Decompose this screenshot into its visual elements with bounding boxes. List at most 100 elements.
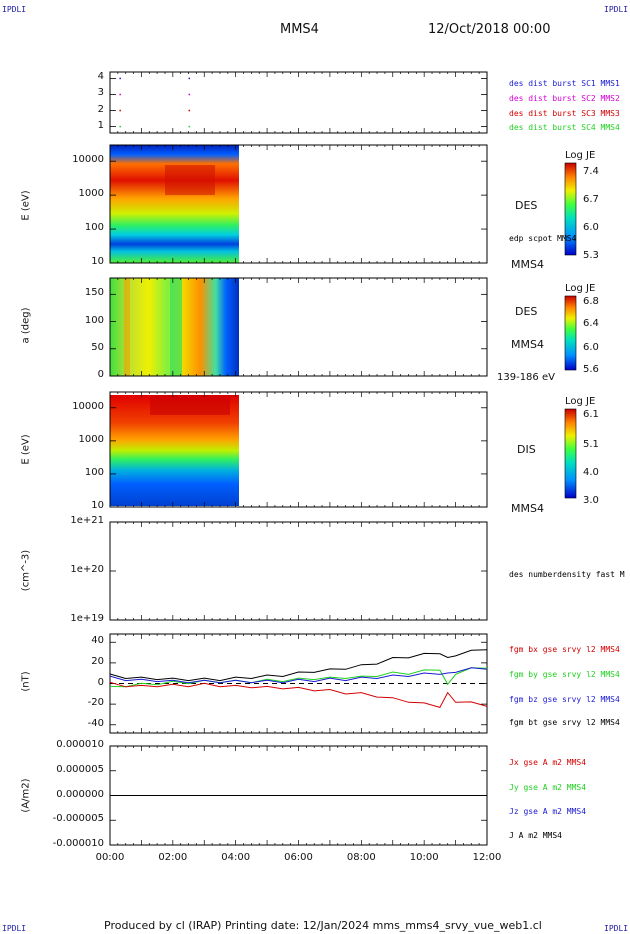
y-tick-label: 10000	[72, 154, 104, 166]
spacecraft-title: MMS4	[280, 22, 319, 37]
y-tick-label: 100	[84, 222, 104, 234]
burst-marker	[119, 125, 121, 128]
y-tick-label: 1	[97, 119, 104, 131]
y-tick-label: 1000	[78, 433, 104, 445]
overlay-label-scpot: edp scpot MMS4	[509, 234, 577, 243]
corner-label-top-right: IPDLI	[604, 5, 629, 14]
legend-burst-sc2: des dist burst SC2 MMS2	[509, 94, 620, 103]
ylabel-current: (A/m2)	[20, 778, 32, 813]
cbar-tick: 6.1	[583, 409, 599, 420]
x-tick-label: 10:00	[409, 852, 439, 863]
cbar-tick: 6.0	[583, 222, 599, 233]
ylabel-density: (cm^-3)	[20, 549, 32, 592]
y-tick-label: -0.000005	[52, 813, 104, 825]
legend-burst-sc4: des dist burst SC4 MMS4	[509, 123, 620, 132]
cbar-tick: 5.6	[583, 364, 599, 375]
bfield-series-line	[109, 681, 488, 708]
instrument-label-des: DES	[515, 199, 538, 212]
legend-bt: fgm bt gse srvy l2 MMS4	[509, 718, 620, 727]
x-tick-label: 08:00	[346, 852, 376, 863]
legend-bz: fgm bz gse srvy l2 MMS4	[509, 695, 620, 704]
y-tick-label: 0	[97, 676, 104, 688]
des-energy-hotspot	[165, 165, 215, 195]
legend-j: J A m2 MMS4	[509, 831, 562, 840]
legend-jz: Jz gse A m2 MMS4	[509, 807, 587, 816]
dis-energy-hotspot	[150, 395, 230, 415]
corner-label-bottom-left: IPDLI	[2, 924, 27, 933]
y-tick-label: 0.000000	[56, 788, 104, 800]
cbar-tick: 5.3	[583, 250, 599, 261]
x-tick-label: 06:00	[284, 852, 313, 863]
colorbar-des-energy	[564, 162, 577, 256]
legend-by: fgm by gse srvy l2 MMS4	[509, 670, 620, 679]
y-tick-label: 1e+21	[70, 515, 104, 526]
cbar-tick: 7.4	[583, 166, 599, 177]
y-tick-label: -40	[87, 717, 104, 729]
y-tick-label: 50	[91, 341, 104, 353]
y-tick-label: 10	[91, 500, 104, 511]
footer-credits: Produced by cl (IRAP) Printing date: 12/…	[104, 919, 542, 932]
y-tick-label: 0	[97, 369, 104, 380]
instrument-label-dis: DIS	[517, 443, 536, 456]
ylabel-bfield: (nT)	[20, 671, 32, 692]
legend-jy: Jy gse A m2 MMS4	[509, 783, 587, 792]
legend-bx: fgm bx gse srvy l2 MMS4	[509, 645, 620, 654]
legend-jx: Jx gse A m2 MMS4	[509, 758, 587, 767]
corner-label-bottom-right: IPDLI	[604, 924, 629, 933]
x-tick-label: 12:00	[472, 852, 502, 863]
burst-marker	[119, 109, 121, 112]
colorbar-des-pitch	[564, 295, 577, 371]
bfield-series-line	[109, 667, 488, 688]
burst-marker	[188, 77, 191, 80]
colorbar-title-des-pitch: Log JE	[565, 283, 596, 294]
burst-marker	[188, 109, 191, 112]
cbar-tick: 6.7	[583, 194, 599, 205]
burst-marker	[188, 125, 191, 128]
y-tick-label: 100	[84, 314, 104, 326]
cbar-tick: 6.0	[583, 342, 599, 353]
cbar-tick: 6.8	[583, 296, 599, 307]
y-tick-label: 10	[91, 256, 104, 267]
cbar-tick: 3.0	[583, 495, 599, 506]
y-tick-label: -0.000010	[52, 838, 104, 849]
y-tick-label: 2	[97, 103, 104, 115]
y-tick-label: 40	[91, 635, 104, 647]
y-tick-label: 3	[97, 87, 104, 99]
colorbar-title-des-energy: Log JE	[565, 150, 596, 161]
legend-density: des numberdensity fast M	[509, 570, 625, 579]
panel-frame	[109, 521, 488, 621]
colorbar-title-dis-energy: Log JE	[565, 396, 596, 407]
y-tick-label: 1000	[78, 188, 104, 200]
cbar-tick: 6.4	[583, 318, 599, 329]
cbar-tick: 5.1	[583, 439, 599, 450]
burst-marker	[119, 77, 121, 80]
x-tick-label: 04:00	[221, 852, 251, 863]
ylabel-pitch: a (deg)	[20, 307, 32, 344]
des-pitch-band-2	[124, 278, 130, 376]
bfield-series-line	[109, 667, 488, 684]
bfield-series-line	[109, 649, 488, 682]
burst-marker	[188, 93, 191, 96]
corner-label-top-left: IPDLI	[2, 5, 27, 14]
y-tick-label: 0.000010	[56, 739, 104, 750]
y-tick-label: 0.000005	[56, 763, 104, 775]
y-tick-label: 1e+19	[70, 613, 104, 624]
burst-marker	[119, 93, 121, 96]
x-tick-label: 02:00	[158, 852, 188, 863]
x-tick-label: 00:00	[95, 852, 125, 863]
datetime-title: 12/Oct/2018 00:00	[428, 22, 551, 37]
panel-frame	[109, 71, 488, 134]
y-tick-label: 100	[84, 466, 104, 478]
y-tick-label: 1e+20	[70, 564, 104, 575]
colorbar-dis-energy	[564, 408, 577, 499]
ylabel-dis-energy: E (eV)	[20, 434, 32, 465]
y-tick-label: 4	[97, 71, 104, 83]
legend-burst-sc3: des dist burst SC3 MMS3	[509, 109, 620, 118]
y-tick-label: -20	[87, 697, 104, 709]
ylabel-des-energy: E (eV)	[20, 190, 32, 221]
y-tick-label: 150	[84, 287, 104, 299]
des-energy-heatmap	[110, 145, 239, 263]
legend-burst-sc1: des dist burst SC1 MMS1	[509, 79, 620, 88]
y-tick-label: 10000	[72, 400, 104, 412]
